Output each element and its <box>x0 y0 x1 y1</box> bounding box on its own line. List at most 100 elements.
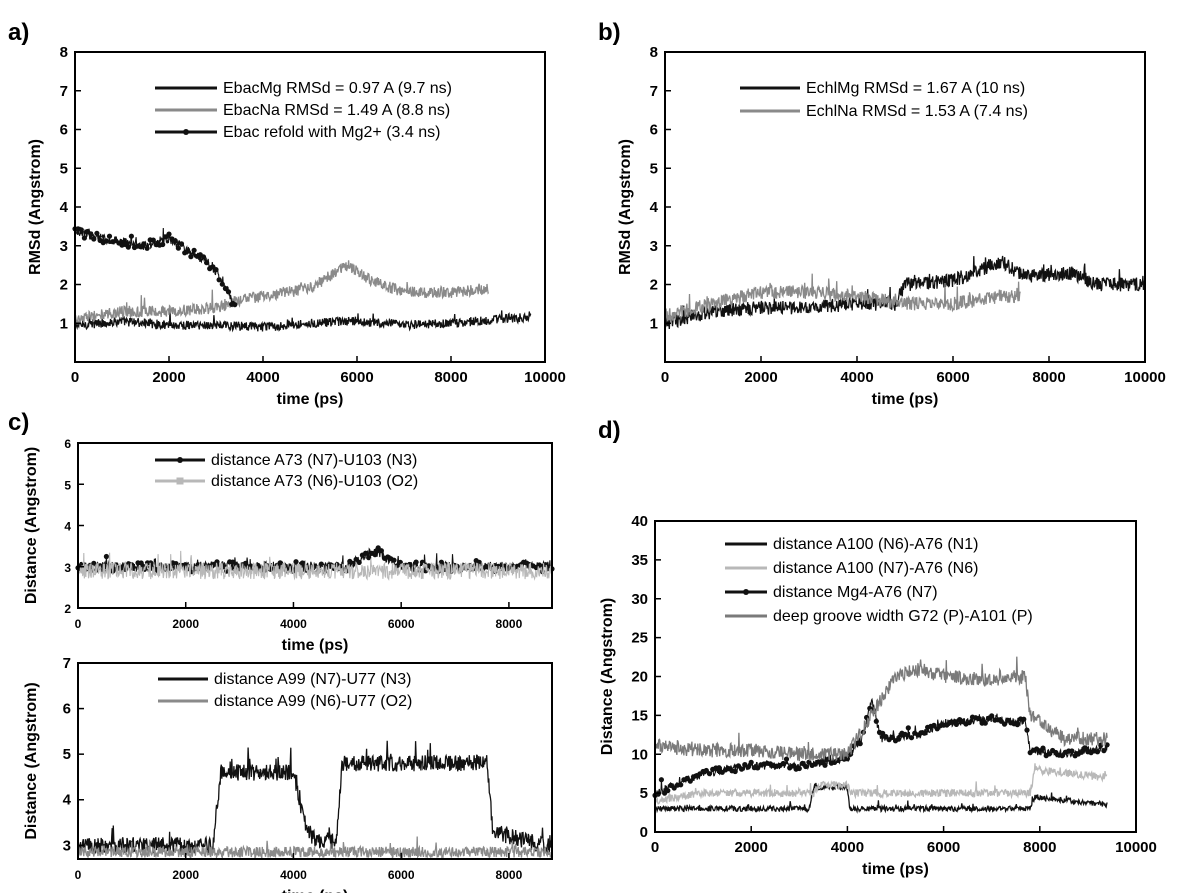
x-axis-label-c-top: time (ps) <box>282 637 349 654</box>
series-point-d-2 <box>880 730 886 736</box>
series-point-a-2 <box>128 233 134 239</box>
series-line-b-0 <box>664 255 1146 331</box>
series-point-c-top-0 <box>378 548 384 554</box>
series-point-d-2 <box>803 763 809 770</box>
series-point-c-top-0 <box>366 555 372 561</box>
series-point-d-2 <box>790 763 796 769</box>
y-tick-label: 15 <box>631 707 648 724</box>
series-line-d-1 <box>654 763 1108 805</box>
x-tick-label: 2000 <box>735 839 768 856</box>
series-point-a-2 <box>88 231 94 237</box>
chart-d: d) 0 2000 4000 6000 8000 10000 0 5 10 15 20 25 30 35 40… <box>598 417 1157 878</box>
series-line-a-2 <box>74 226 236 307</box>
panel-label-a: a) <box>8 19 29 46</box>
x-tick-label: 10000 <box>1124 369 1166 386</box>
y-tick-label: 2 <box>64 602 71 616</box>
y-tick-label: 7 <box>60 83 68 100</box>
series-point-d-2 <box>976 715 982 722</box>
series-point-d-2 <box>748 759 754 765</box>
series-point-d-2 <box>1101 748 1107 754</box>
x-tick-label: 2000 <box>172 868 199 882</box>
series-point-d-2 <box>1024 727 1030 733</box>
legend-label: distance A100 (N7)-A76 (N6) <box>773 560 978 577</box>
legend-label: Ebac refold with Mg2+ (3.4 ns) <box>223 124 440 141</box>
y-tick-label: 2 <box>60 277 68 294</box>
series-point-c-top-0 <box>103 553 109 560</box>
y-tick-label: 10 <box>631 746 648 763</box>
legend-label: EbacNa RMSd = 1.49 A (8.8 ns) <box>223 102 450 119</box>
chart-c-bottom: 0 2000 4000 6000 8000 3 4 5 6 7 time (ps) Distance … <box>23 655 553 893</box>
y-tick-label: 7 <box>63 655 71 672</box>
series-line-c-bottom-1 <box>77 836 553 860</box>
series-point-a-2 <box>141 241 147 247</box>
series-point-a-2 <box>78 227 84 233</box>
series-point-d-2 <box>1094 749 1101 755</box>
series-point-a-2 <box>191 247 197 253</box>
series-point-a-2 <box>144 245 150 251</box>
series-point-d-2 <box>989 713 995 719</box>
series-point-a-2 <box>150 237 156 243</box>
x-tick-label: 8000 <box>434 369 467 386</box>
series-point-a-2 <box>125 244 131 250</box>
x-tick-label: 0 <box>651 839 659 856</box>
x-tick-label: 0 <box>661 369 669 386</box>
x-tick-label: 2000 <box>152 369 185 386</box>
series-point-d-2 <box>665 788 671 794</box>
series-line-a-0 <box>74 309 532 333</box>
series-point-d-2 <box>889 734 895 741</box>
x-tick-label: 8000 <box>1032 369 1065 386</box>
panel-label-c-top: c) <box>8 409 29 436</box>
legend-marker <box>177 457 183 463</box>
series-line-d-3 <box>654 656 1108 762</box>
plot-frame-c-bottom <box>77 662 553 860</box>
x-tick-label: 8000 <box>496 868 523 882</box>
y-tick-label: 20 <box>631 669 648 686</box>
legend-marker <box>743 589 749 595</box>
series-point-d-2 <box>658 777 665 783</box>
y-tick-label: 5 <box>60 160 68 177</box>
y-tick-label: 1 <box>650 315 658 332</box>
series-point-d-2 <box>1001 721 1008 727</box>
y-tick-label: 5 <box>63 746 71 763</box>
series-point-d-2 <box>825 756 831 762</box>
series-point-d-2 <box>1040 745 1046 751</box>
series-point-c-top-0 <box>372 552 378 558</box>
series-line-b-1 <box>664 273 1021 323</box>
x-tick-label: 6000 <box>927 839 960 856</box>
y-tick-label: 8 <box>650 44 658 61</box>
series-point-c-top-0 <box>138 560 144 566</box>
series-point-d-2 <box>931 722 937 728</box>
series-point-d-2 <box>780 760 786 767</box>
series-point-d-2 <box>873 718 879 724</box>
series-point-c-top-0 <box>91 560 97 567</box>
y-tick-label: 3 <box>63 837 71 854</box>
series-point-d-2 <box>796 765 802 772</box>
y-tick-label: 1 <box>60 315 68 332</box>
series-point-d-2 <box>735 763 742 769</box>
series-point-a-2 <box>81 235 87 241</box>
series-point-d-2 <box>745 764 751 770</box>
legend-label: distance A73 (N7)-U103 (N3) <box>211 452 417 469</box>
x-axis-label-c-bottom: time (ps) <box>282 888 349 893</box>
series-point-a-2 <box>188 254 194 260</box>
x-tick-label: 6000 <box>936 369 969 386</box>
series-point-d-2 <box>902 731 908 737</box>
y-tick-label: 4 <box>64 520 71 534</box>
series-point-d-2 <box>678 782 684 788</box>
x-tick-label: 2000 <box>744 369 777 386</box>
y-tick-label: 5 <box>640 785 648 802</box>
series-point-d-2 <box>1059 753 1065 759</box>
series-point-d-2 <box>1069 748 1075 754</box>
chart-b: b) 0 2000 4000 6000 8000 10000 1 2 3 4 5 6 7 8 time (ps… <box>598 19 1166 408</box>
legend-label: deep groove width G72 (P)-A101 (P) <box>773 608 1033 625</box>
series-point-a-2 <box>225 289 232 295</box>
series-point-a-2 <box>91 236 97 242</box>
series-point-c-top-0 <box>350 560 356 567</box>
y-tick-label: 8 <box>60 44 68 61</box>
y-tick-label: 6 <box>64 437 71 451</box>
series-point-a-2 <box>219 281 225 287</box>
series-point-c-top-0 <box>413 559 419 565</box>
series-point-c-top-0 <box>391 557 397 563</box>
x-tick-label: 8000 <box>1023 839 1056 856</box>
